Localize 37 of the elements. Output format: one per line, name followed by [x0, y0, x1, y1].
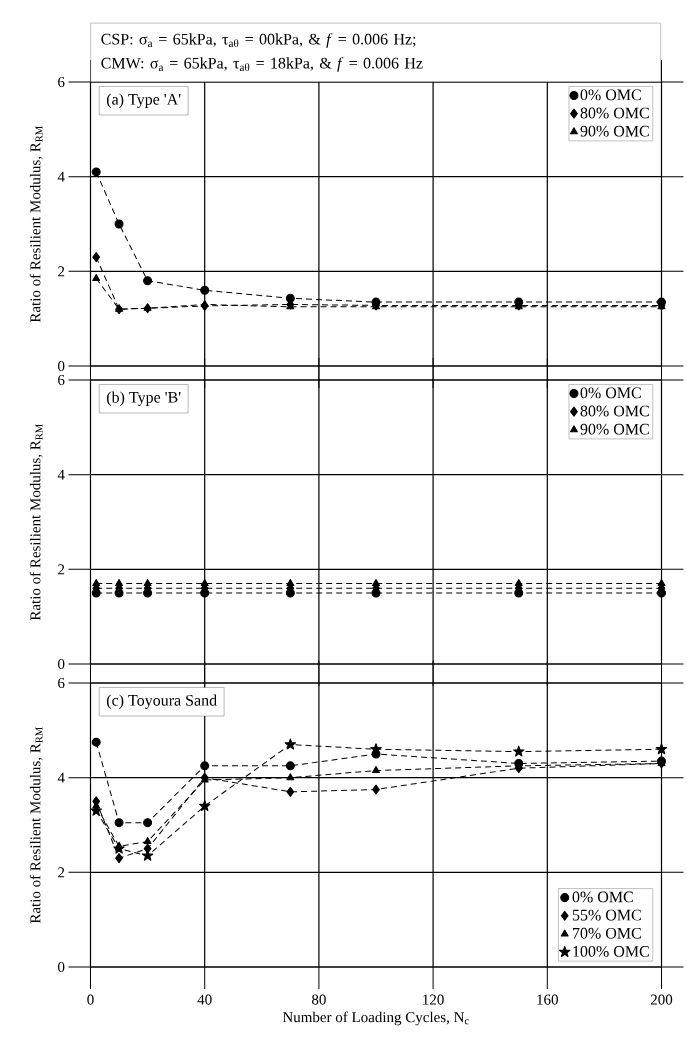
legend-label: 70% OMC	[573, 927, 642, 939]
y-tick-label: 0	[58, 360, 65, 372]
x-tick-label: 160	[537, 994, 559, 1005]
legend-label: 0% OMC	[580, 387, 642, 399]
text: CMW: σ$_{a}$ = 65kPa, τ$_{aθ}$ = 18kPa, & f = 0.006 Hz	[101, 57, 423, 72]
legend-label: 0% OMC	[572, 891, 634, 903]
x-axis-title: Number of Loading Cycles, N$_{c}$	[283, 1011, 470, 1026]
y-tick-label: 0	[58, 961, 65, 973]
text: (a) Type 'A'	[107, 93, 181, 109]
y-axis-title: Ratio of Resilient Modulus, R$_{RM}$	[29, 424, 43, 621]
y-tick-label: 2	[58, 564, 65, 575]
x-tick-label: 0	[87, 994, 94, 1005]
y-tick-label: 4	[58, 469, 65, 480]
y-tick-label: 4	[58, 171, 65, 182]
text: (b) Type 'B'	[107, 391, 181, 407]
x-tick-label: 200	[651, 994, 673, 1005]
x-tick-label: 120	[423, 994, 445, 1005]
y-tick-label: 2	[58, 867, 65, 878]
legend-label: 80% OMC	[580, 405, 650, 417]
y-tick-label: 4	[58, 772, 65, 783]
y-tick-label: 6	[58, 374, 65, 386]
x-tick-label: 40	[197, 994, 212, 1005]
legend-label: 0% OMC	[580, 89, 642, 101]
text: CSP: σ$_{a}$ = 65kPa, τ$_{aθ}$ = 00kPa, & f = 0.006 Hz;	[101, 33, 416, 48]
y-axis-title: Ratio of Resilient Modulus, R$_{RM}$	[29, 126, 43, 323]
legend-label: 100% OMC	[573, 945, 650, 957]
y-tick-label: 6	[58, 677, 65, 689]
legend-label: 90% OMC	[580, 125, 650, 137]
y-tick-label: 0	[58, 658, 65, 670]
text: (c) Toyoura Sand	[107, 694, 218, 710]
x-tick-label: 80	[312, 994, 327, 1005]
legend-label: 80% OMC	[580, 107, 650, 119]
legend-label: 55% OMC	[573, 909, 642, 921]
y-tick-label: 6	[58, 76, 65, 88]
y-tick-label: 2	[58, 266, 65, 277]
legend-label: 90% OMC	[580, 423, 650, 435]
y-axis-title: Ratio of Resilient Modulus, R$_{RM}$	[29, 727, 43, 924]
